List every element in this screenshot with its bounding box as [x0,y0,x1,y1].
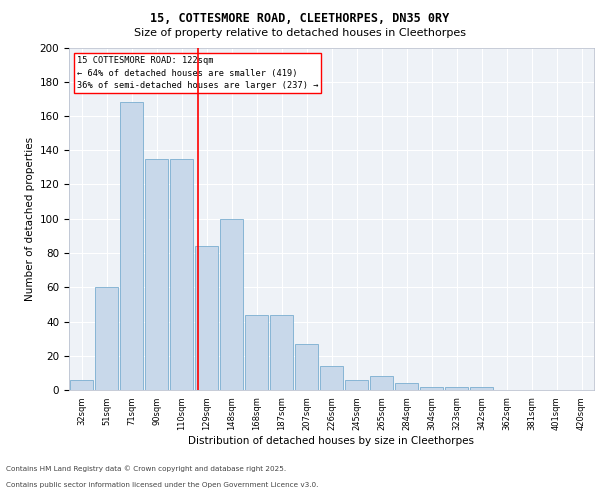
Text: 15 COTTESMORE ROAD: 122sqm
← 64% of detached houses are smaller (419)
36% of sem: 15 COTTESMORE ROAD: 122sqm ← 64% of deta… [77,56,319,90]
Text: Size of property relative to detached houses in Cleethorpes: Size of property relative to detached ho… [134,28,466,38]
Bar [370,376,393,390]
X-axis label: Distribution of detached houses by size in Cleethorpes: Distribution of detached houses by size … [188,436,475,446]
Bar [120,102,143,390]
Bar [395,383,418,390]
Text: Contains public sector information licensed under the Open Government Licence v3: Contains public sector information licen… [6,482,319,488]
Bar [95,287,118,390]
Bar [320,366,343,390]
Bar [170,159,193,390]
Bar [195,246,218,390]
Bar [470,386,493,390]
Bar [420,386,443,390]
Bar [220,219,243,390]
Y-axis label: Number of detached properties: Number of detached properties [25,136,35,301]
Bar [445,386,468,390]
Bar [70,380,93,390]
Bar [295,344,318,390]
Bar [245,314,268,390]
Bar [145,159,168,390]
Text: Contains HM Land Registry data © Crown copyright and database right 2025.: Contains HM Land Registry data © Crown c… [6,466,286,472]
Bar [345,380,368,390]
Text: 15, COTTESMORE ROAD, CLEETHORPES, DN35 0RY: 15, COTTESMORE ROAD, CLEETHORPES, DN35 0… [151,12,449,26]
Bar [270,314,293,390]
